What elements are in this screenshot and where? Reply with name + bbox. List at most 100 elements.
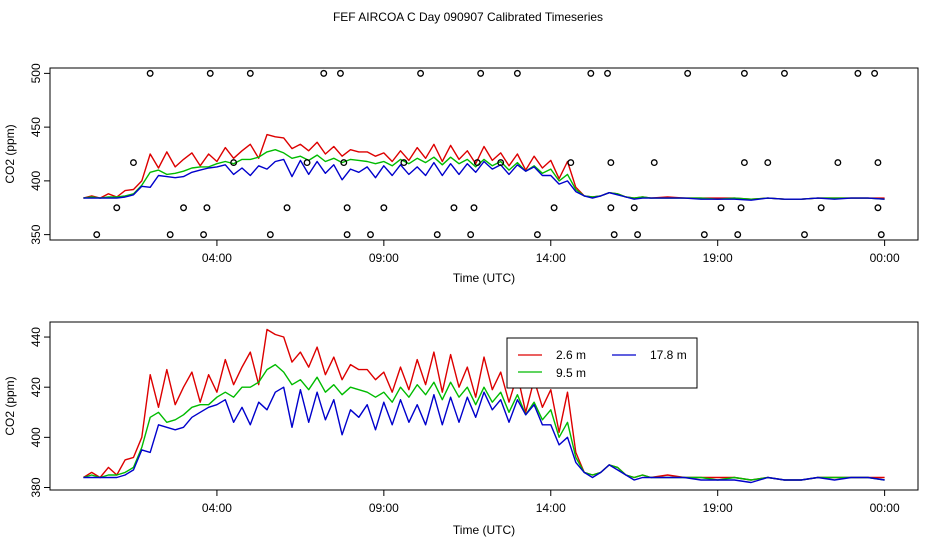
status-marker [607, 159, 615, 167]
status-marker [567, 159, 575, 167]
status-marker [343, 204, 351, 212]
top-series-group [83, 133, 885, 201]
status-marker [146, 69, 154, 77]
status-marker [200, 231, 208, 239]
status-marker [400, 159, 408, 167]
bottom-x-axis-label: Time (UTC) [453, 523, 515, 537]
status-marker [367, 231, 374, 239]
bottom-x-tick-label: 19:00 [703, 501, 733, 515]
status-marker [230, 159, 238, 167]
top-y-axis: 350 400 450 500 [29, 63, 50, 245]
status-marker [340, 159, 348, 167]
status-marker [246, 69, 254, 77]
status-marker [477, 69, 485, 77]
top-y-tick-label: 500 [29, 63, 43, 83]
status-marker [684, 69, 692, 77]
top-x-tick-label: 19:00 [703, 251, 733, 265]
top-series-9-5-m [83, 148, 885, 200]
status-marker [874, 204, 882, 212]
bottom-y-tick-label: 400 [29, 427, 43, 447]
bottom-series-9-5-m [83, 363, 885, 481]
status-marker [93, 231, 101, 239]
status-marker [266, 231, 274, 239]
top-x-tick-label: 14:00 [536, 251, 566, 265]
top-x-axis: 04:00 09:00 14:00 19:00 00:00 [202, 240, 900, 265]
status-marker [113, 204, 121, 212]
status-marker [734, 231, 742, 239]
status-marker [380, 204, 388, 212]
status-marker [610, 231, 618, 239]
status-marker [320, 69, 328, 77]
status-marker [700, 231, 708, 239]
bottom-series-2-6-m [83, 328, 885, 481]
figure-title: FEF AIRCOA C Day 090907 Calibrated Times… [333, 10, 603, 24]
status-marker [467, 231, 475, 239]
status-marker [336, 69, 344, 77]
top-x-axis-label: Time (UTC) [453, 271, 515, 285]
status-marker [450, 204, 458, 212]
status-marker [470, 204, 478, 212]
status-marker [801, 231, 808, 239]
bottom-y-tick-label: 420 [29, 377, 43, 397]
status-marker [303, 159, 311, 167]
bottom-y-axis: 380 400 420 440 [29, 327, 50, 498]
status-marker [817, 204, 825, 212]
status-marker [877, 231, 885, 239]
top-marker-group [93, 69, 885, 239]
status-marker [604, 69, 611, 77]
bottom-x-tick-label: 00:00 [870, 501, 900, 515]
bottom-series-group [83, 328, 885, 484]
status-marker [166, 231, 174, 239]
legend-box [506, 337, 698, 389]
status-marker [550, 204, 558, 212]
top-y-tick-label: 400 [29, 171, 43, 191]
status-marker [417, 69, 425, 77]
status-marker [473, 159, 481, 167]
legend: 2.6 m 17.8 m 9.5 m [506, 337, 698, 389]
top-series-17-8-m [83, 158, 885, 201]
status-marker [343, 231, 351, 239]
status-marker [180, 204, 187, 212]
status-marker [764, 159, 772, 167]
status-marker [630, 204, 638, 212]
bottom-plot-frame [49, 321, 919, 491]
bottom-x-tick-label: 04:00 [202, 501, 232, 515]
status-marker [871, 69, 879, 77]
status-marker [717, 204, 725, 212]
status-marker [634, 231, 642, 239]
legend-label-9-5m: 9.5 m [556, 366, 586, 380]
top-panel: 350 400 450 500 04:00 09:00 14:00 19:00 00:00 T… [3, 63, 919, 285]
bottom-x-tick-label: 14:00 [536, 501, 566, 515]
status-marker [607, 204, 615, 212]
status-marker [283, 204, 291, 212]
status-marker [874, 159, 882, 167]
top-x-tick-label: 00:00 [870, 251, 900, 265]
bottom-y-tick-label: 380 [29, 477, 43, 497]
status-marker [854, 69, 862, 77]
status-marker [781, 69, 788, 77]
status-marker [513, 69, 521, 77]
legend-label-17-8m: 17.8 m [650, 348, 687, 362]
status-marker [206, 69, 214, 77]
status-marker [533, 231, 541, 239]
top-y-axis-label: CO2 (ppm) [3, 124, 17, 183]
top-y-tick-label: 450 [29, 117, 43, 137]
bottom-y-axis-label: CO2 (ppm) [3, 376, 17, 435]
status-marker [587, 69, 595, 77]
top-y-tick-label: 350 [29, 224, 43, 244]
bottom-y-tick-label: 440 [29, 327, 43, 347]
top-x-tick-label: 09:00 [369, 251, 399, 265]
status-marker [740, 159, 748, 167]
bottom-x-axis: 04:00 09:00 14:00 19:00 00:00 [202, 490, 900, 515]
legend-label-2-6m: 2.6 m [556, 348, 586, 362]
bottom-series-17-8-m [83, 386, 885, 484]
status-marker [740, 69, 748, 77]
status-marker [433, 231, 441, 239]
status-marker [737, 204, 745, 212]
bottom-x-tick-label: 09:00 [369, 501, 399, 515]
top-x-tick-label: 04:00 [202, 251, 232, 265]
status-marker [203, 204, 211, 212]
status-marker [650, 159, 658, 167]
status-marker [834, 159, 842, 167]
